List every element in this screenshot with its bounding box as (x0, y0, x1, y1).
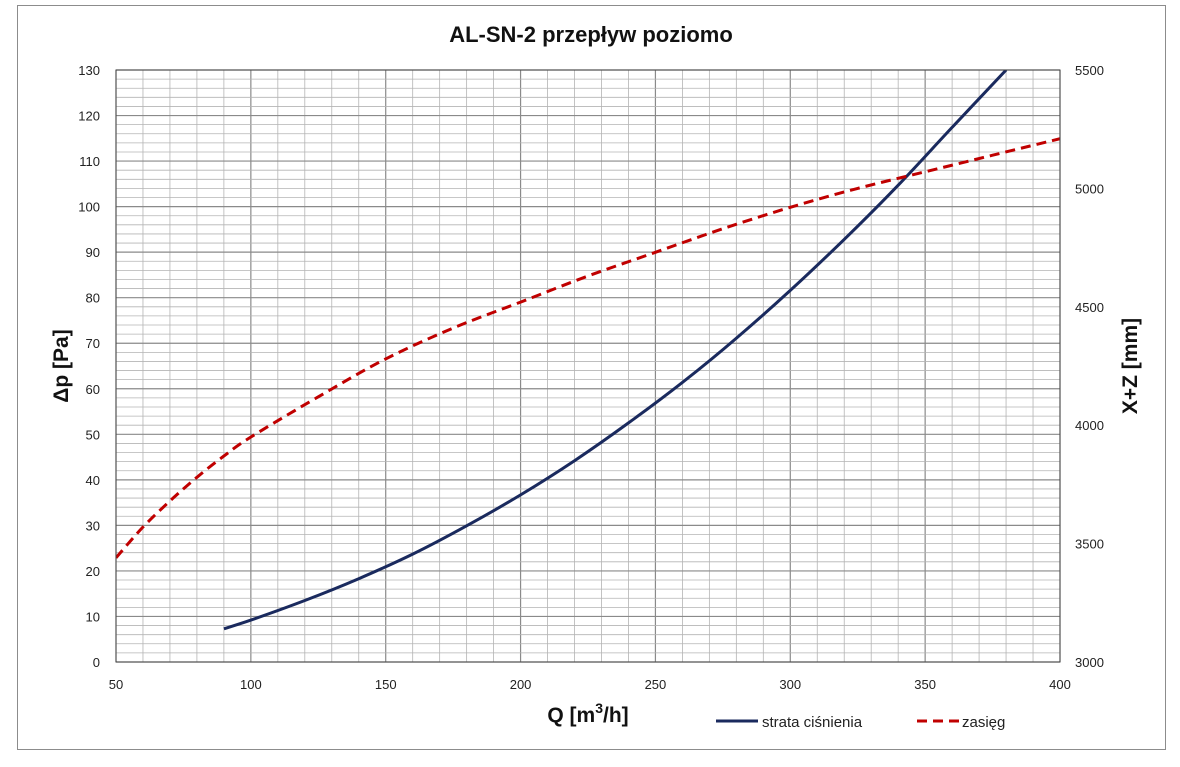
y-axis-label: Δp [Pa] (50, 329, 73, 402)
y-tick-label: 90 (86, 245, 100, 260)
y2-tick-label: 3000 (1075, 655, 1104, 670)
y-tick-label: 20 (86, 564, 100, 579)
y-tick-label: 120 (78, 109, 100, 124)
grid (115, 69, 1061, 663)
y2-tick-label: 5000 (1075, 181, 1104, 196)
series-layer (116, 70, 1060, 631)
x-tick-label: 300 (779, 677, 801, 692)
y-tick-label: 0 (93, 655, 100, 670)
y-tick-label: 100 (78, 200, 100, 215)
x-axis-label-main: Q [m (547, 704, 595, 727)
y2-tick-label: 3500 (1075, 537, 1104, 552)
x-tick-label: 250 (645, 677, 667, 692)
x-axis-label-sup: 3 (595, 700, 603, 716)
chart-title: AL-SN-2 przepływ poziomo (449, 22, 733, 47)
y2-tick-label: 4000 (1075, 418, 1104, 433)
y-tick-label: 40 (86, 473, 100, 488)
x-axis-label: Q [m3/h] (547, 700, 628, 727)
y2-tick-label: 5500 (1075, 63, 1104, 78)
x-tick-label: 150 (375, 677, 397, 692)
y-tick-label: 10 (86, 609, 100, 624)
ticks: 50 100 150 200 250 300 350 40001020304050607080… (78, 63, 1104, 692)
y-tick-label: 60 (86, 382, 100, 397)
x-axis-label-tail: /h] (603, 704, 629, 727)
x-tick-label: 50 (109, 677, 123, 692)
y-tick-label: 30 (86, 518, 100, 533)
x-tick-label: 400 (1049, 677, 1071, 692)
x-tick-label: 200 (510, 677, 532, 692)
y-tick-label: 70 (86, 336, 100, 351)
x-tick-label: 350 (914, 677, 936, 692)
y-tick-label: 80 (86, 291, 100, 306)
y-tick-label: 130 (78, 63, 100, 78)
y-tick-label: 110 (79, 154, 100, 169)
series-line-zasieg (116, 137, 1060, 559)
y2-axis-label: X+Z [mm] (1119, 318, 1142, 414)
legend-label-strata-cisnienia: strata ciśnienia (762, 714, 863, 731)
x-tick-label: 100 (240, 677, 262, 692)
legend: strata ciśnienia zasięg (716, 714, 1005, 731)
y2-tick-label: 4500 (1075, 300, 1104, 315)
plot-border (115, 69, 1061, 663)
y-tick-label: 50 (86, 427, 100, 442)
series-line-strata-cisnienia (223, 70, 1008, 631)
legend-label-zasieg: zasięg (962, 714, 1005, 731)
